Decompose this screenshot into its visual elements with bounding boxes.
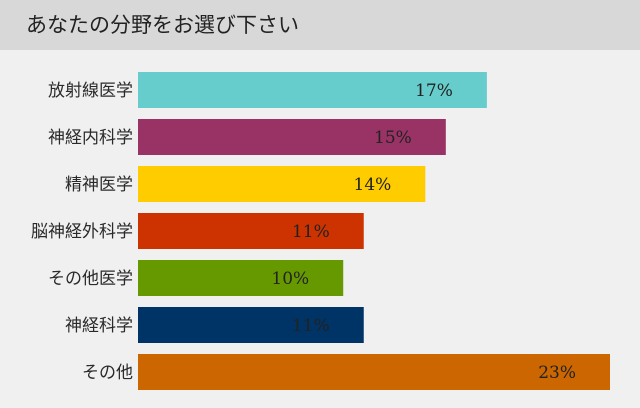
chart-title: あなたの分野をお選び下さい (26, 13, 299, 37)
bar-5 (138, 260, 344, 296)
value-label: 10% (271, 269, 309, 289)
bar-7 (138, 354, 610, 390)
value-label: 15% (374, 128, 412, 148)
category-label: 脳神経外科学 (31, 222, 133, 242)
category-label: その他 (82, 363, 133, 383)
chart-header: あなたの分野をお選び下さい (0, 0, 640, 50)
value-label: 23% (538, 363, 576, 383)
category-label: 放射線医学 (48, 81, 133, 101)
category-label: 神経内科学 (48, 128, 133, 148)
bar-6 (138, 307, 364, 343)
bar-3 (138, 166, 426, 202)
bar-4 (138, 213, 364, 249)
bar-2 (138, 119, 446, 155)
category-label: 精神医学 (65, 175, 133, 195)
category-label: 神経科学 (65, 316, 133, 336)
value-label: 14% (354, 175, 392, 195)
value-label: 17% (415, 81, 453, 101)
value-label: 11% (292, 316, 330, 336)
bar-1 (138, 72, 487, 108)
category-label: その他医学 (48, 269, 133, 289)
value-label: 11% (292, 222, 330, 242)
bar-chart: 放射線医学 17% 神経内科学 15% 精神医学 14% 脳神経外科学 11% その他医学 10%… (31, 72, 610, 390)
